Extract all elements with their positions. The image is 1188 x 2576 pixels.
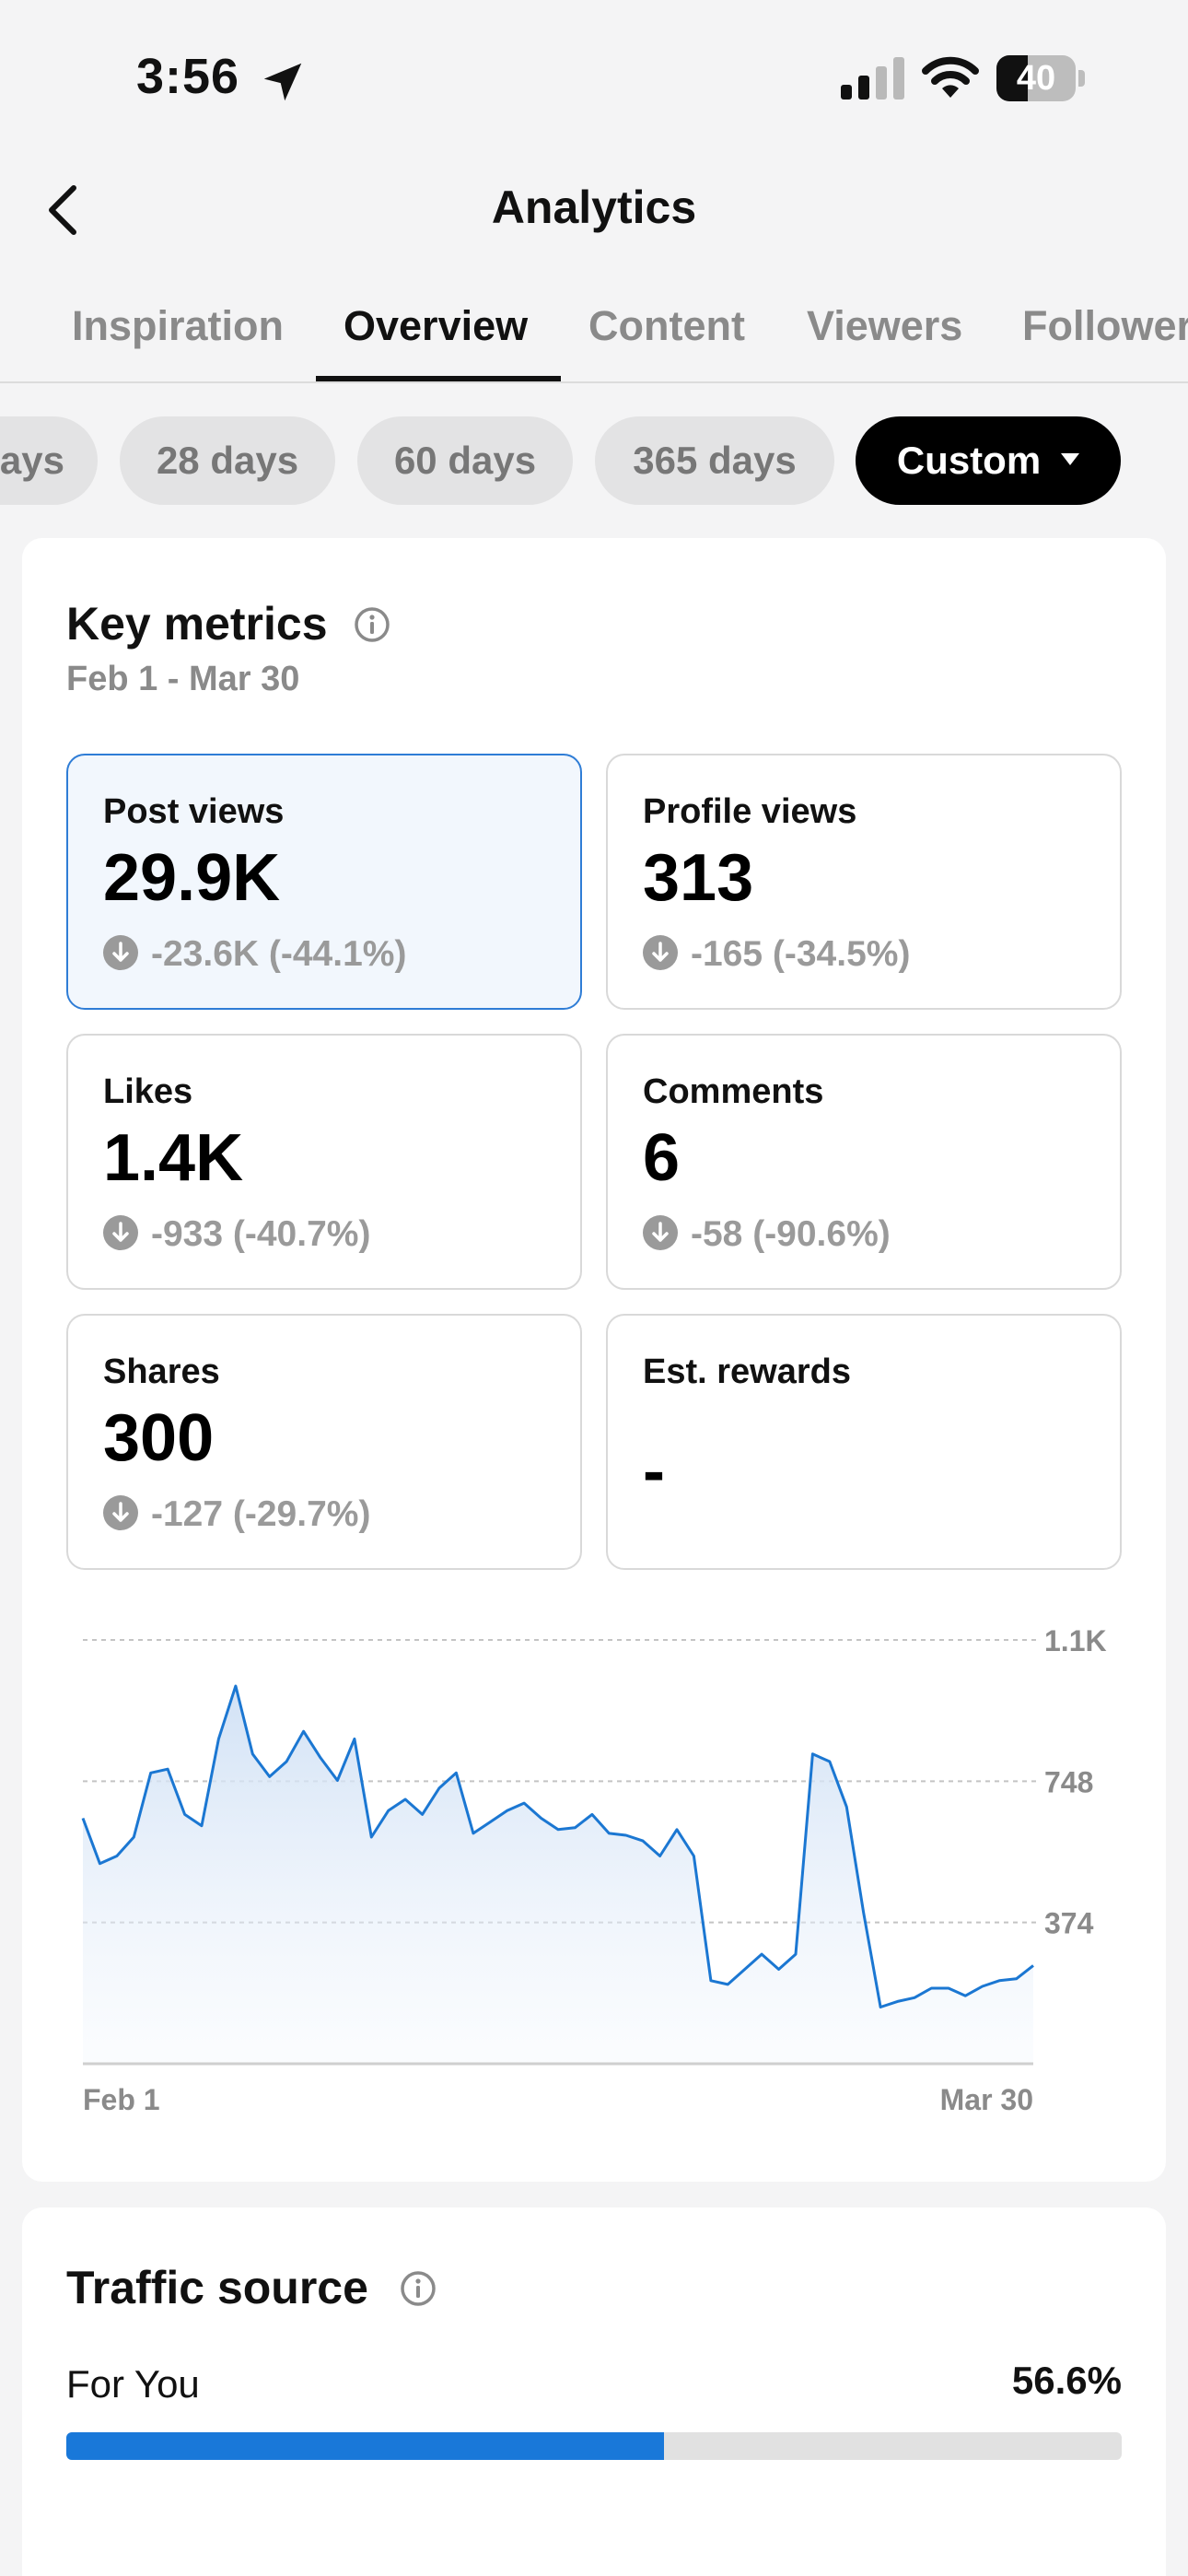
key-metrics-card: Key metrics Feb 1 - Mar 30 Post views 29… [22, 538, 1166, 2182]
arrow-down-circle-icon [103, 934, 138, 970]
metric-change: -127 (-29.7%) [103, 1494, 370, 1535]
arrow-down-circle-icon [103, 1494, 138, 1530]
chart-y-tick-label: 374 [1044, 1907, 1094, 1940]
metric-change-text: -127 (-29.7%) [151, 1494, 371, 1534]
metric-change: -165 (-34.5%) [643, 934, 910, 975]
metric-label: Likes [103, 1072, 193, 1111]
arrow-down-circle-icon [103, 1214, 138, 1250]
metric-label: Est. rewards [643, 1352, 851, 1391]
metric-change: -23.6K (-44.1%) [103, 934, 406, 975]
filter-7-days[interactable]: 7 days [0, 416, 98, 505]
chevron-left-icon [49, 185, 76, 235]
filter-label: 7 days [0, 439, 64, 482]
date-range-label: Feb 1 - Mar 30 [66, 660, 300, 698]
chart-series-line [81, 1684, 1034, 2008]
metric-change-text: -933 (-40.7%) [151, 1214, 371, 1254]
metric-tile-shares[interactable]: Shares 300 -127 (-29.7%) [66, 1314, 582, 1570]
status-time: 3:56 [136, 49, 240, 104]
back-button[interactable] [37, 177, 88, 243]
metric-label: Profile views [643, 792, 857, 831]
filter-60-days[interactable]: 60 days [357, 416, 573, 505]
filter-label: 365 days [633, 439, 797, 482]
chart-y-tick-label: 1.1K [1044, 1624, 1107, 1657]
metric-change-text: -58 (-90.6%) [691, 1214, 891, 1254]
metric-value: - [643, 1434, 665, 1508]
traffic-source-percent: 56.6% [1011, 2359, 1122, 2402]
filter-label: Custom [896, 439, 1042, 482]
metric-tile-profile-views[interactable]: Profile views 313 -165 (-34.5%) [606, 754, 1122, 1010]
chart-x-tick-label: Feb 1 [83, 2083, 160, 2116]
caret-down-icon [1061, 453, 1080, 466]
chart-x-tick-label: Mar 30 [940, 2083, 1033, 2116]
battery-icon: 40 [996, 55, 1085, 101]
traffic-source-title: Traffic source [66, 2262, 368, 2313]
wifi-icon [922, 56, 979, 98]
tab-content[interactable]: Content [588, 302, 745, 349]
location-arrow-icon [263, 63, 302, 101]
arrow-down-circle-icon [643, 1214, 678, 1250]
metric-change: -933 (-40.7%) [103, 1214, 370, 1255]
chart-area-fill [83, 1686, 1033, 2064]
info-icon[interactable] [400, 2270, 437, 2307]
metric-label: Comments [643, 1072, 824, 1111]
tab-bar: Inspiration Overview Content Viewers Fol… [0, 293, 1188, 383]
cellular-signal-icon [841, 57, 904, 100]
tab-inspiration[interactable]: Inspiration [72, 302, 285, 349]
chart-y-tick-label: 748 [1044, 1765, 1093, 1798]
arrow-down-circle-icon [643, 934, 678, 970]
traffic-source-label: For You [66, 2362, 200, 2406]
tab-viewers[interactable]: Viewers [807, 302, 963, 349]
metric-change: -58 (-90.6%) [643, 1214, 891, 1255]
metric-tile-est-rewards[interactable]: Est. rewards - [606, 1314, 1122, 1570]
filter-365-days[interactable]: 365 days [595, 416, 834, 505]
metric-value: 300 [103, 1401, 215, 1475]
metric-change-text: -23.6K (-44.1%) [151, 934, 407, 974]
metric-change-text: -165 (-34.5%) [691, 934, 911, 974]
metric-tile-likes[interactable]: Likes 1.4K -933 (-40.7%) [66, 1034, 582, 1290]
metric-tile-post-views[interactable]: Post views 29.9K -23.6K (-44.1%) [66, 754, 582, 1010]
filter-28-days[interactable]: 28 days [120, 416, 335, 505]
filter-custom-dropdown[interactable]: Custom [856, 416, 1121, 505]
page-title: Analytics [491, 181, 697, 233]
metric-value: 29.9K [103, 841, 281, 915]
metric-value: 6 [643, 1121, 681, 1195]
metric-tile-comments[interactable]: Comments 6 -58 (-90.6%) [606, 1034, 1122, 1290]
key-metrics-title: Key metrics [66, 598, 328, 650]
metric-value: 313 [643, 841, 754, 915]
traffic-source-bar [66, 2432, 1122, 2460]
tab-followers[interactable]: Followers [1022, 302, 1188, 349]
traffic-source-bar-fill [66, 2432, 664, 2460]
status-bar: 3:56 40 [0, 0, 1188, 157]
metric-label: Post views [103, 792, 285, 831]
metric-value: 1.4K [103, 1121, 244, 1195]
filter-label: 28 days [156, 439, 299, 482]
metric-label: Shares [103, 1352, 220, 1391]
info-icon[interactable] [354, 606, 390, 643]
active-tab-indicator [316, 376, 561, 381]
tab-overview[interactable]: Overview [344, 302, 529, 349]
date-filter-row: 7 days 28 days 60 days 365 days Custom [0, 416, 1188, 505]
post-views-chart[interactable]: 374 748 1.1K Feb 1 Mar 30 [22, 538, 1166, 2182]
battery-percent: 40 [1016, 59, 1056, 98]
filter-label: 60 days [393, 439, 537, 482]
traffic-source-card: Traffic source For You 56.6% [22, 2207, 1166, 2576]
